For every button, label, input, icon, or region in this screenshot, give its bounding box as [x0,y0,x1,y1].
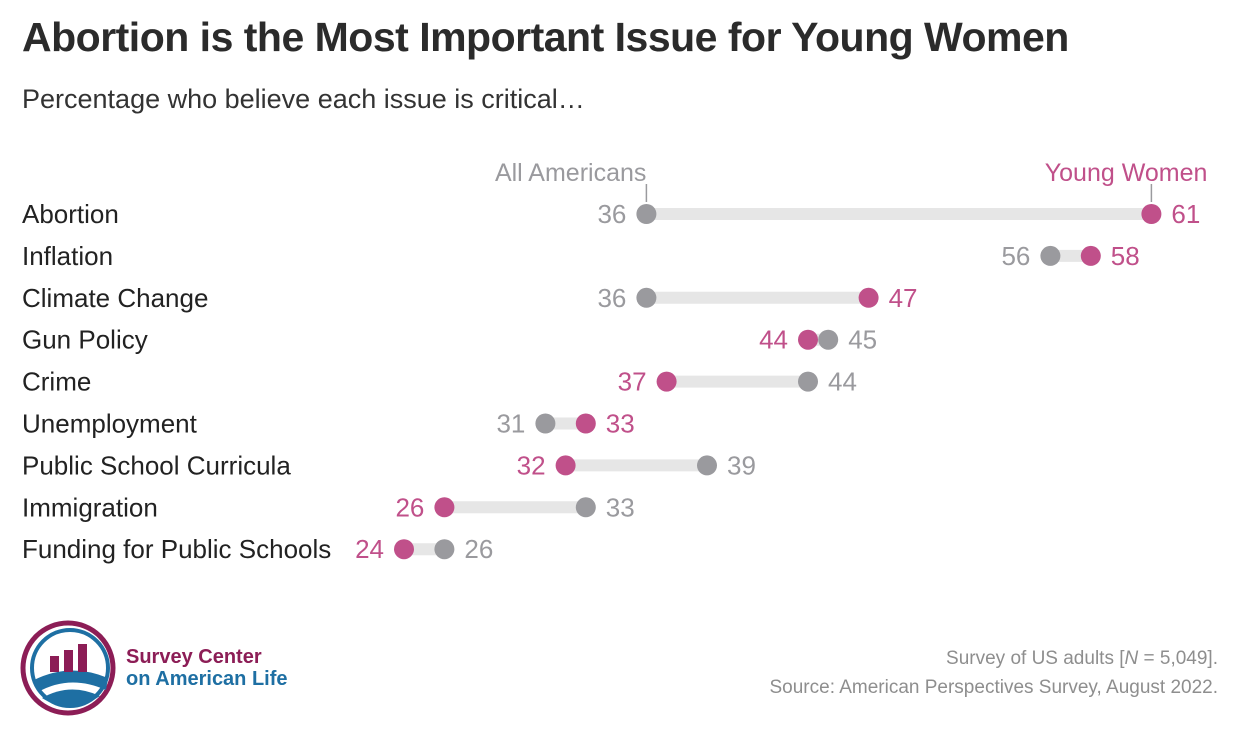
dot-all-americans-immigration [575,497,596,518]
legend-label-young-women: Young Women [1045,159,1208,187]
value-all-americans-funding-for-public-schools: 26 [464,534,493,564]
category-label-unemployment: Unemployment [22,409,198,439]
category-label-inflation: Inflation [22,241,113,271]
value-young-women-abortion: 61 [1171,199,1200,229]
dot-all-americans-public-school-curricula [697,455,717,476]
footer-source-note: Source: American Perspectives Survey, Au… [769,677,1219,698]
value-young-women-climate-change: 47 [889,283,918,313]
category-label-immigration: Immigration [22,492,158,522]
logo-line-1: Survey Center [126,646,262,668]
value-all-americans-public-school-curricula: 39 [727,450,756,480]
dot-young-women-funding-for-public-schools [394,539,414,560]
dot-all-americans-crime [798,371,818,392]
dot-young-women-gun-policy [798,329,818,350]
dot-young-women-crime [656,371,677,392]
value-all-americans-crime: 44 [828,367,857,397]
dumbbell-chart: Abortion 36 61 Inflation 56 58 Climate Change 3… [22,159,1208,564]
chart-title: Abortion is the Most Important Issue for… [22,14,1069,60]
value-young-women-inflation: 58 [1111,241,1140,271]
value-all-americans-unemployment: 31 [496,409,525,439]
dot-young-women-inflation [1080,245,1101,266]
footer-sample-note: Survey of US adults [N = 5,049]. [946,648,1218,669]
dot-young-women-unemployment [575,413,596,434]
category-label-gun-policy: Gun Policy [22,325,148,355]
dot-all-americans-climate-change [636,287,657,308]
dot-all-americans-inflation [1040,245,1061,266]
value-young-women-crime: 37 [618,367,647,397]
survey-center-logo: Survey Center on American Life [20,618,320,718]
category-label-abortion: Abortion [22,199,119,229]
value-young-women-gun-policy: 44 [759,325,788,355]
dot-young-women-abortion [1141,204,1162,224]
value-young-women-immigration: 26 [395,492,424,522]
value-young-women-funding-for-public-schools: 24 [355,534,384,564]
category-label-crime: Crime [22,367,91,397]
value-young-women-public-school-curricula: 32 [517,450,546,480]
chart-subtitle: Percentage who believe each issue is cri… [22,84,585,114]
category-label-funding-for-public-schools: Funding for Public Schools [22,534,331,564]
value-young-women-unemployment: 33 [606,409,635,439]
logo-line-2: on American Life [126,668,288,690]
chart-footer: Survey of US adults [N = 5,049]. Source:… [770,644,1219,702]
dot-all-americans-gun-policy [818,329,839,350]
logo-emblem-icon [20,620,116,716]
category-label-public-school-curricula: Public School Curricula [22,450,291,480]
value-all-americans-abortion: 36 [597,199,626,229]
logo-wordmark: Survey Center on American Life [126,646,288,690]
dot-all-americans-abortion [636,204,657,224]
value-all-americans-inflation: 56 [1001,241,1030,271]
dot-all-americans-unemployment [535,413,556,434]
dot-young-women-immigration [434,497,455,518]
category-label-climate-change: Climate Change [22,283,208,313]
dot-young-women-climate-change [858,287,879,308]
dot-all-americans-funding-for-public-schools [434,539,455,560]
dot-young-women-public-school-curricula [555,455,576,476]
value-all-americans-climate-change: 36 [597,283,626,313]
value-all-americans-gun-policy: 45 [848,325,877,355]
legend-label-all-americans: All Americans [495,159,646,187]
value-all-americans-immigration: 33 [606,492,635,522]
